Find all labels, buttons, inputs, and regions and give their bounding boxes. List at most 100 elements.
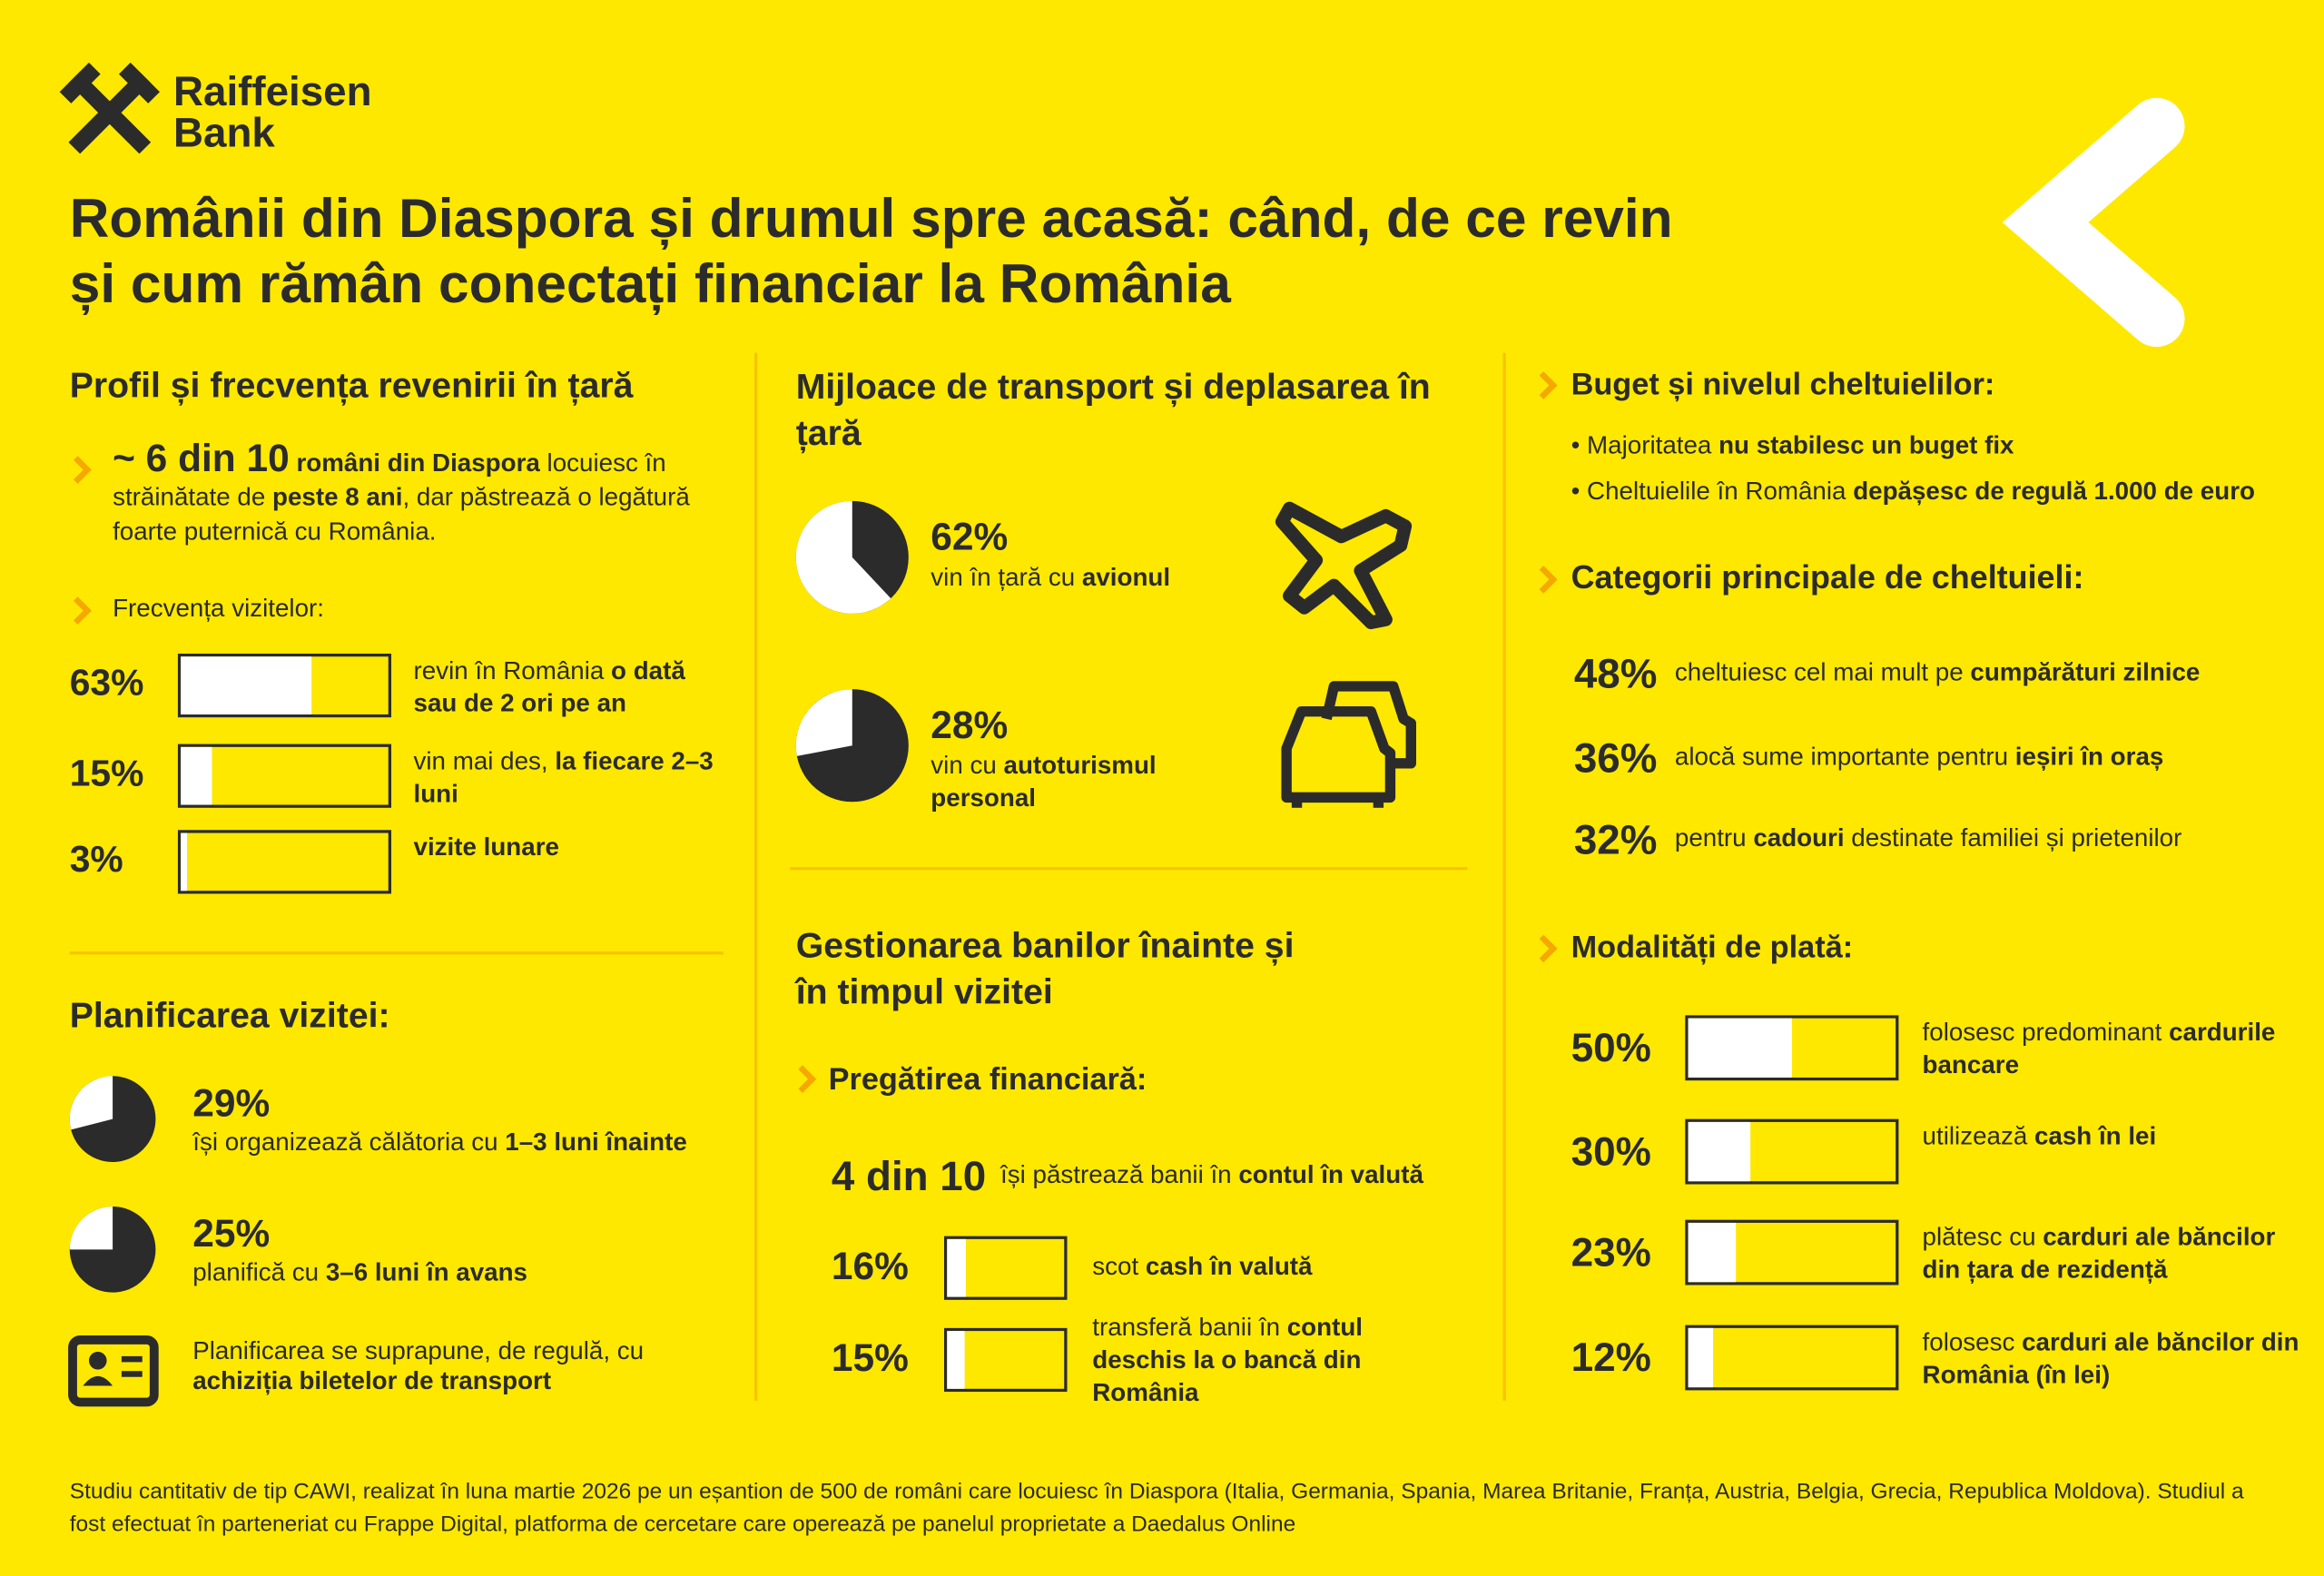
- bar: [181, 656, 312, 714]
- bar-track: [177, 830, 392, 894]
- bar: [1688, 1018, 1792, 1078]
- value-label: 62%: [931, 514, 1009, 559]
- value-label: 36%: [1573, 734, 1658, 782]
- text-run: folosesc: [1922, 1327, 2023, 1356]
- text-run: Cheltuielile în România: [1587, 477, 1854, 506]
- note: Planificarea se suprapune, de regulă, cu…: [192, 1337, 666, 1398]
- text-run: 3–6 luni în avans: [325, 1258, 527, 1287]
- pie-slice: [795, 689, 852, 756]
- text-run: români din Diaspora: [296, 448, 540, 478]
- text-run: plătesc cu: [1922, 1222, 2043, 1251]
- text-run: utilizează: [1922, 1121, 2034, 1150]
- heading: Mijloace de transport și deplasarea în ț…: [795, 367, 1431, 454]
- value-label: 28%: [931, 702, 1009, 747]
- stat-text: își păstrează banii în contul în valută: [1000, 1160, 1423, 1190]
- text-run: avionul: [1081, 563, 1171, 592]
- id-card-icon: [68, 1335, 159, 1407]
- text-run: vin mai des,: [413, 746, 556, 775]
- title: Românii din Diaspora și drumul spre acas…: [69, 188, 1673, 250]
- value-label: 25%: [192, 1210, 271, 1256]
- bullet-arrows: [73, 371, 1558, 1093]
- dividers: [69, 352, 1506, 1401]
- heading: Modalități de plată:: [1571, 931, 1854, 965]
- bar: [947, 1238, 966, 1297]
- label-text: își organizează călătoria cu 1–3 luni în…: [192, 1127, 755, 1159]
- title: și cum rămân conectați financiar la Româ…: [69, 253, 1231, 315]
- value-label: 23%: [1571, 1230, 1651, 1276]
- text-run: 1–3 luni înainte: [505, 1128, 687, 1157]
- subheading: Pregătirea financiară:: [828, 1062, 1147, 1098]
- text-run: Majoritatea: [1587, 431, 1719, 460]
- text-run: pentru: [1674, 823, 1754, 852]
- bar-track: [177, 744, 392, 808]
- text-run: vin cu: [931, 751, 1004, 780]
- value-label: 32%: [1573, 816, 1658, 863]
- bar: [181, 832, 188, 891]
- bar: [1688, 1222, 1737, 1283]
- text-run: ieșiri în oraș: [2014, 742, 2164, 771]
- text-run: cash în lei: [2034, 1121, 2157, 1150]
- text-run: peste 8 ani: [271, 483, 403, 512]
- heading: Buget și nivelul cheltuielilor:: [1571, 367, 1995, 402]
- text-run: carduri ale băncilor din țara de reziden…: [1922, 1222, 2276, 1284]
- value-label: 29%: [192, 1080, 271, 1126]
- text-run: transferă banii în: [1092, 1313, 1287, 1342]
- value-label: 15%: [69, 753, 144, 795]
- footer: Studiu cantitativ de tip CAWI, realizat …: [69, 1479, 2244, 1538]
- text-run: destinate familiei și prietenilor: [1844, 823, 2182, 852]
- text-run: la fiecare 2–3 luni: [413, 746, 714, 808]
- label-text: alocă sume importante pentru ieșiri în o…: [1675, 743, 2163, 773]
- bar-track: [1685, 1325, 1899, 1391]
- logo-icon: [59, 62, 160, 154]
- subheading: Frecvența vizitelor:: [113, 594, 325, 623]
- figure: 4 din 10: [831, 1153, 987, 1199]
- label-text: pentru cadouri destinate familiei și pri…: [1675, 824, 2181, 854]
- text-run: își organizează călătoria cu: [192, 1128, 506, 1157]
- bullet: • Majoritatea nu stabilesc un buget fix: [1571, 431, 2014, 460]
- text-run: scot: [1092, 1252, 1146, 1281]
- intro: ~ 6 din 10 români din Diaspora locuiesc …: [113, 438, 735, 549]
- value-label: 15%: [831, 1335, 909, 1380]
- text-run: își păstrează banii în: [1000, 1160, 1239, 1189]
- label-text: utilizează cash în lei: [1923, 1120, 2316, 1153]
- label-text: planifică cu 3–6 luni în avans: [192, 1256, 755, 1289]
- bar: [181, 746, 212, 805]
- value-label: 3%: [69, 839, 123, 881]
- label-text: cheltuiesc cel mai mult pe cumpărături z…: [1675, 658, 2200, 688]
- car-icon: [1281, 681, 1416, 808]
- text-run: alocă sume importante pentru: [1674, 742, 2015, 771]
- bullet: • Cheltuielile în România depășesc de re…: [1571, 477, 2255, 506]
- label-text: vin cu autoturismul personal: [931, 750, 1227, 815]
- label-text: plătesc cu carduri ale băncilor din țara…: [1923, 1221, 2316, 1286]
- value-label: 16%: [831, 1243, 909, 1288]
- text-run: depășesc de regulă 1.000 de euro: [1853, 477, 2255, 506]
- heading: Profil și frecvența revenirii în țară: [69, 366, 634, 407]
- label-text: folosesc predominant cardurile bancare: [1923, 1017, 2316, 1082]
- value-label: 12%: [1571, 1335, 1651, 1380]
- plane-icon: [1275, 501, 1413, 630]
- label-text: vizite lunare: [414, 832, 733, 864]
- decor-chevron: [2002, 97, 2185, 348]
- text-run: o dată sau de 2 ori pe an: [413, 656, 685, 718]
- text-run: planifică cu: [192, 1258, 326, 1287]
- text-run: vizite lunare: [413, 832, 559, 862]
- text-run: cumpărături zilnice: [1970, 657, 2201, 686]
- pie-slice: [795, 500, 891, 614]
- label-text: transferă banii în contul deschis la o b…: [1092, 1312, 1462, 1410]
- text-run: cardurile bancare: [1922, 1018, 2276, 1079]
- text-run: vin în țară cu: [931, 563, 1082, 592]
- text-run: contul deschis la o bancă din România: [1092, 1313, 1363, 1407]
- logo-text: Bank: [173, 109, 275, 156]
- text-run: contul în valută: [1238, 1160, 1423, 1189]
- text-run: folosesc predominant: [1922, 1018, 2170, 1047]
- bar: [1688, 1327, 1714, 1388]
- text-run: nu stabilesc un buget fix: [1718, 431, 2014, 460]
- pie-slice: [69, 1206, 113, 1250]
- text-run: , dar păstrează o legătură foarte putern…: [113, 483, 690, 546]
- heading: Planificarea vizitei:: [69, 996, 390, 1037]
- label-text: folosesc carduri ale băncilor din Români…: [1923, 1326, 2316, 1392]
- text-run: cheltuiesc cel mai mult pe: [1674, 657, 1971, 686]
- value-label: 50%: [1571, 1025, 1651, 1070]
